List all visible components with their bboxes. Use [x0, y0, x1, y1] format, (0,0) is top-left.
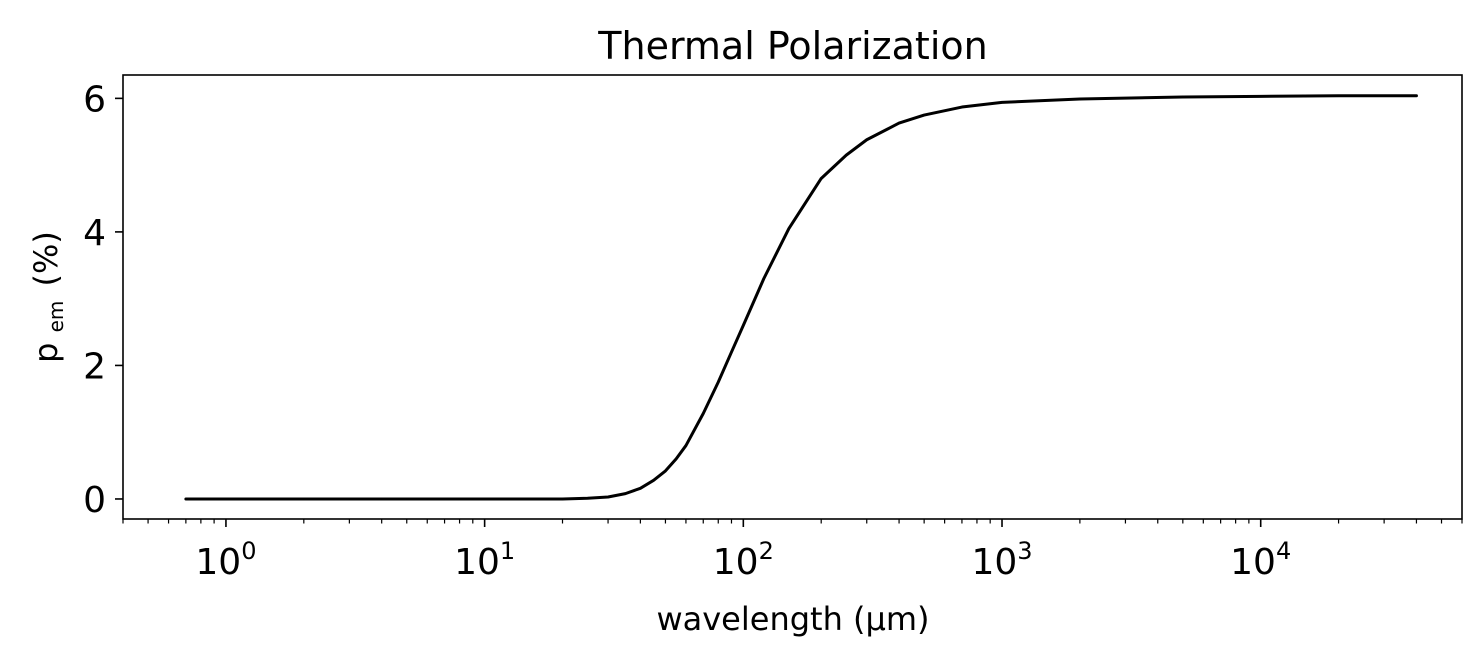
x-tick-base: 10: [971, 542, 1017, 583]
x-tick-base: 10: [454, 542, 500, 583]
x-tick-base: 10: [713, 542, 759, 583]
x-tick-label: 104: [1230, 537, 1291, 583]
x-tick-exponent: 0: [241, 537, 256, 565]
x-tick-exponent: 4: [1276, 537, 1291, 565]
x-tick-layer: 100 101 102 103 104: [122, 519, 1463, 583]
x-tick-base: 10: [195, 542, 241, 583]
y-axis-label: p em (%): [27, 231, 71, 363]
x-tick-label: 103: [971, 537, 1032, 583]
y-tick-label: 0: [83, 480, 106, 521]
x-tick-exponent: 2: [759, 537, 774, 565]
x-tick-label: 100: [195, 537, 256, 583]
y-axis-label-unit: (%): [27, 231, 65, 286]
x-tick-base: 10: [1230, 542, 1276, 583]
y-axis-label-group: p em (%): [27, 231, 71, 363]
y-tick-label: 2: [83, 346, 106, 387]
chart-title: Thermal Polarization: [597, 24, 987, 68]
x-tick-label: 101: [454, 537, 515, 583]
y-axis-label-base: p: [27, 343, 65, 363]
y-tick-layer: 0 2 4 6: [83, 79, 123, 521]
x-tick-exponent: 1: [500, 537, 515, 565]
x-tick-label: 102: [713, 537, 774, 583]
x-axis-label: wavelength (μm): [656, 600, 929, 638]
series-layer: [184, 94, 1418, 501]
y-axis-label-sub: em: [44, 301, 68, 333]
y-tick-label: 6: [83, 79, 106, 120]
series-line-0: [184, 94, 1418, 501]
x-tick-exponent: 3: [1017, 537, 1032, 565]
y-tick-label: 4: [83, 213, 106, 254]
plot-frame: [122, 74, 1463, 520]
